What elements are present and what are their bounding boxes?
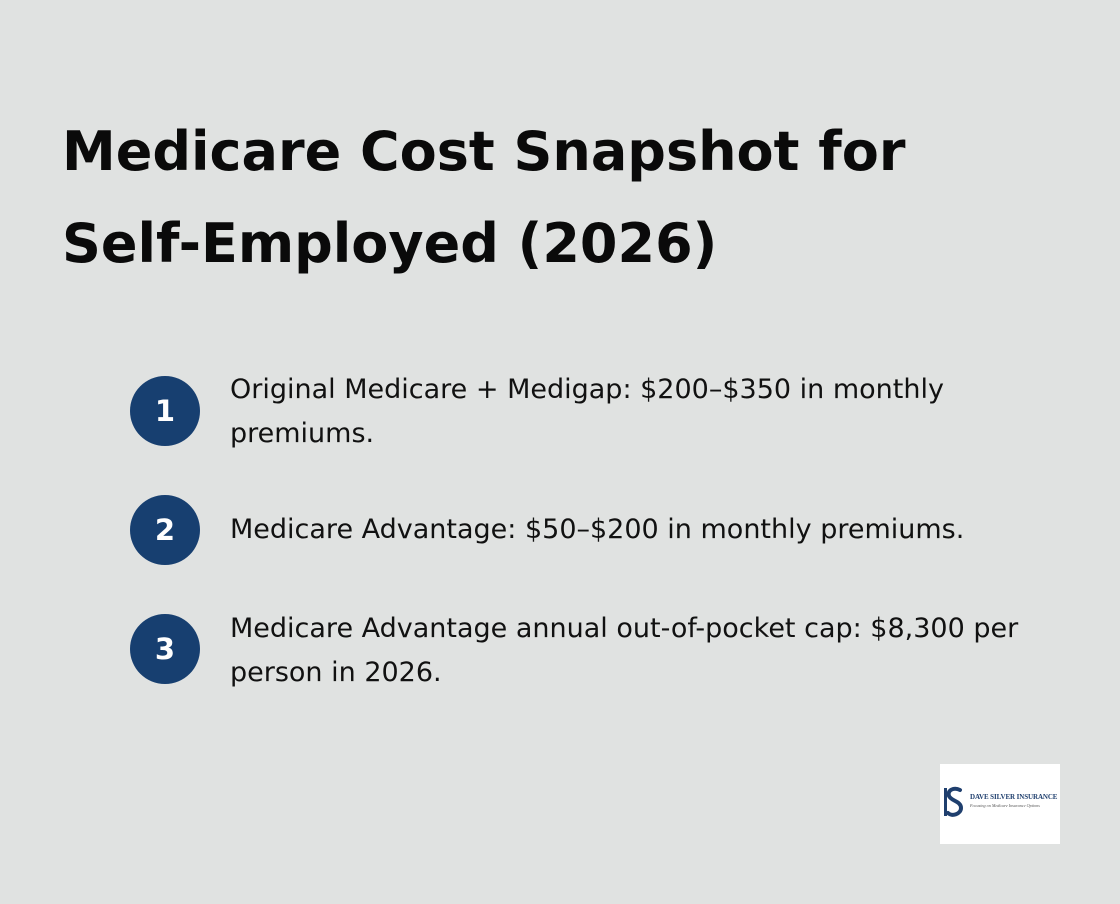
list-item-text: Medicare Advantage: $50–$200 in monthly … (230, 514, 965, 545)
number-badge: 1 (130, 376, 200, 446)
page-title: Medicare Cost Snapshot for Self-Employed… (62, 106, 1062, 290)
number-badge: 3 (130, 614, 200, 684)
number-badge: 2 (130, 495, 200, 565)
logo-name: DAVE SILVER INSURANCE (970, 793, 1058, 801)
title-line-1: Medicare Cost Snapshot for (62, 120, 906, 183)
s-monogram-icon (944, 786, 966, 818)
list-item-text: Medicare Advantage annual out-of-pocket … (230, 613, 1019, 688)
logo-tagline: Focusing on Medicare Insurance Options (970, 803, 1040, 808)
title-line-2: Self-Employed (2026) (62, 212, 718, 275)
list-item-text: Original Medicare + Medigap: $200–$350 i… (230, 374, 944, 449)
company-logo: DAVE SILVER INSURANCE Focusing on Medica… (940, 764, 1060, 844)
